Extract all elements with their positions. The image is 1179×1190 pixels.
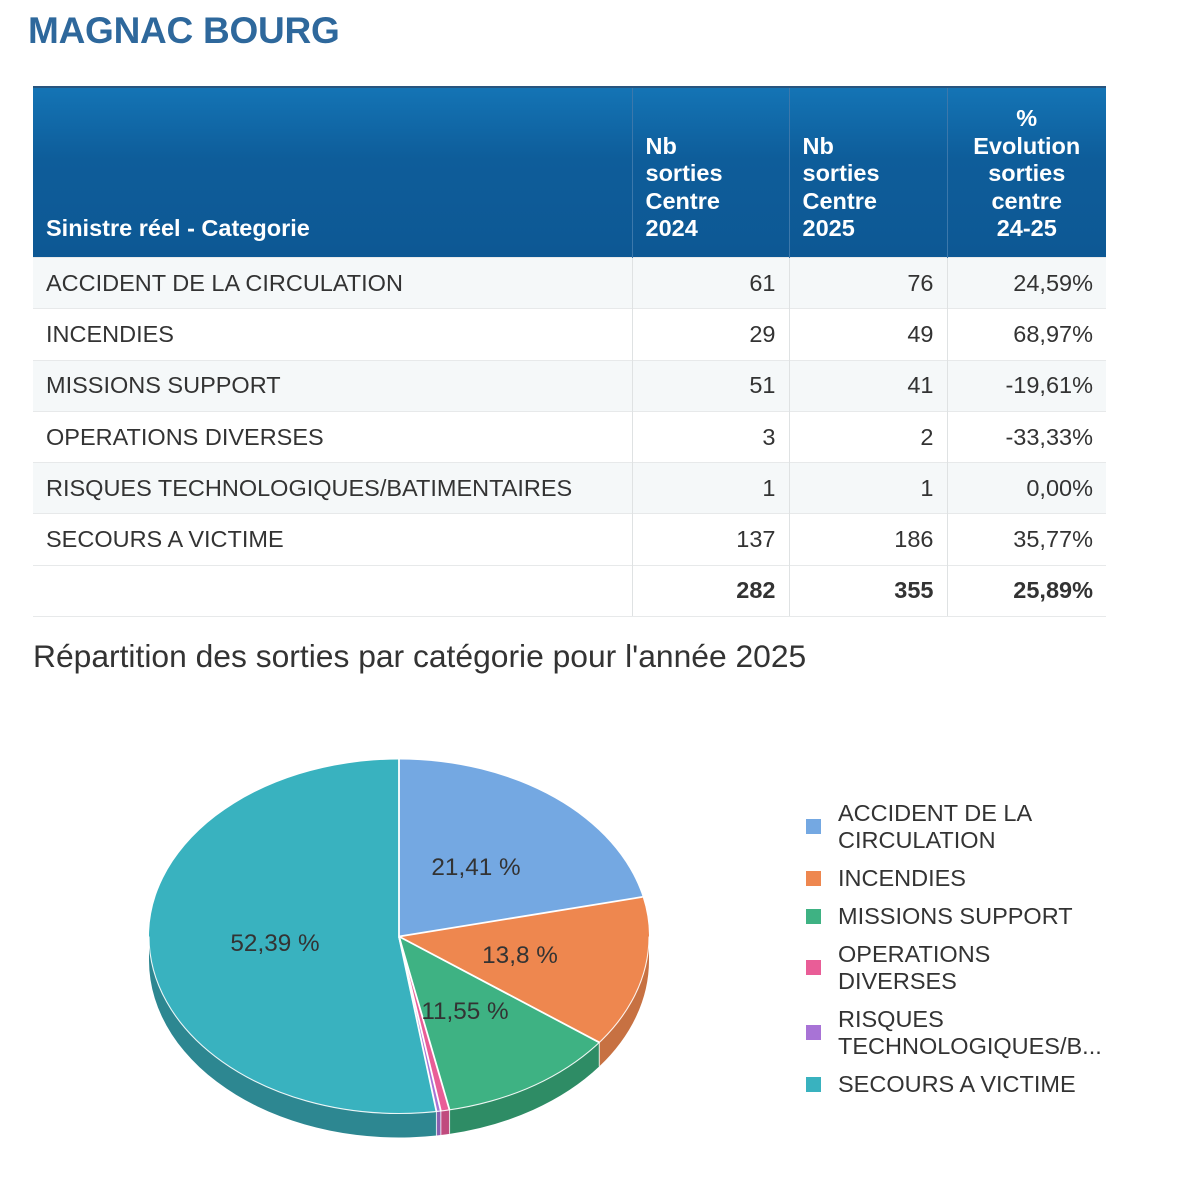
svg-text:21,41 %: 21,41 %: [431, 854, 520, 881]
svg-text:52,39 %: 52,39 %: [230, 930, 319, 957]
svg-text:13,8 %: 13,8 %: [482, 942, 558, 969]
svg-text:11,55 %: 11,55 %: [421, 998, 508, 1025]
